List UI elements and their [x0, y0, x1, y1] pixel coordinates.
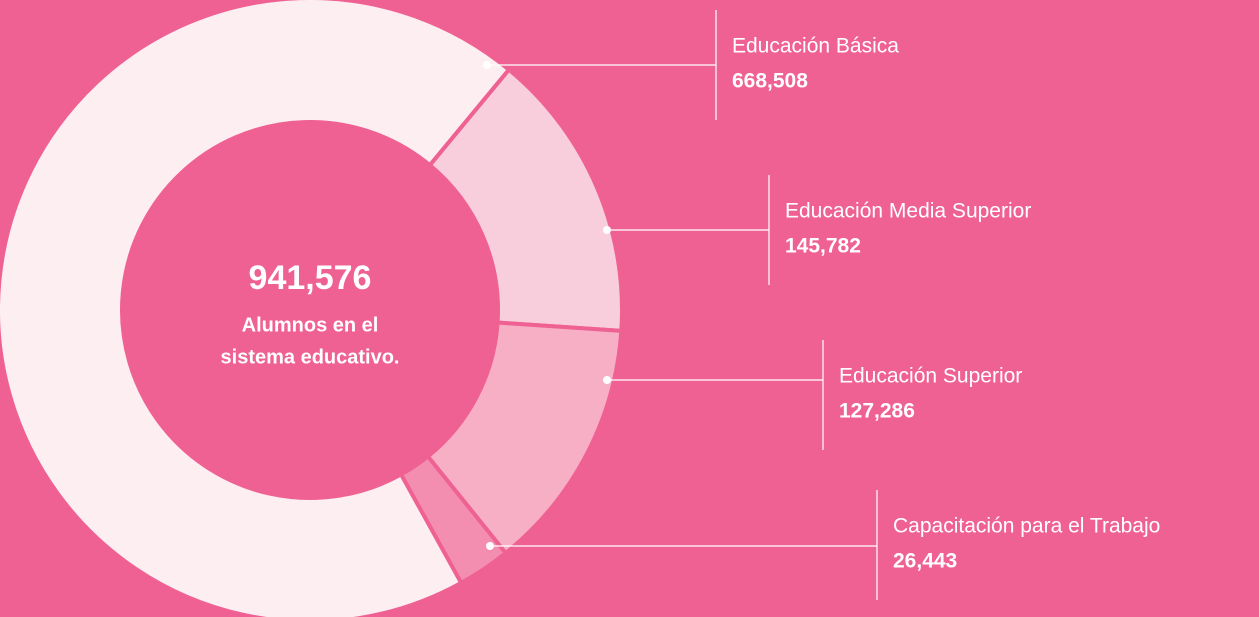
category-label: Educación Media Superior	[785, 200, 1031, 223]
value-label: 668,508	[732, 70, 808, 93]
value-label: 127,286	[839, 400, 915, 423]
leader-dot	[483, 61, 491, 69]
donut-segment	[398, 453, 509, 586]
category-label: Capacitación para el Trabajo	[893, 515, 1160, 538]
value-label: 145,782	[785, 235, 861, 258]
donut-segment	[0, 0, 512, 617]
category-label: Educación Superior	[839, 365, 1022, 388]
leader-dot	[603, 376, 611, 384]
center-label: sistema educativo.	[221, 346, 400, 368]
center-value: 941,576	[249, 259, 372, 297]
center-label: Alumnos en el	[242, 314, 379, 336]
category-label: Educación Básica	[732, 35, 899, 58]
value-label: 26,443	[893, 550, 957, 573]
donut-segment	[427, 66, 624, 333]
leader-dot	[603, 226, 611, 234]
leader-dot	[486, 542, 494, 550]
